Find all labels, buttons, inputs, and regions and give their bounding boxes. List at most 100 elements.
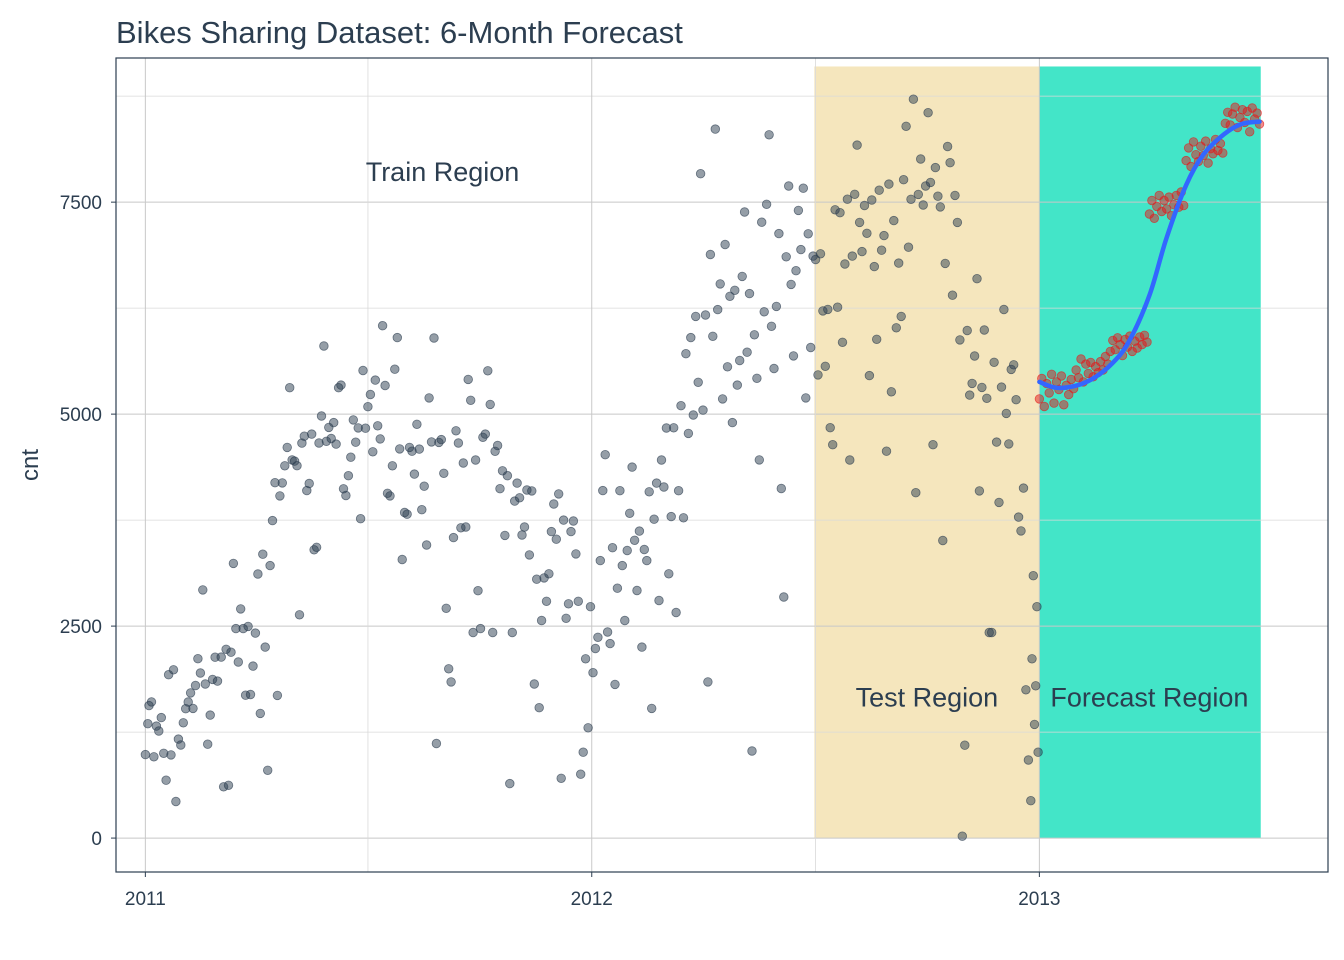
- data-point-actual: [903, 242, 914, 252]
- data-point-forecast: [1142, 337, 1152, 347]
- x-tick-label: 2012: [571, 889, 613, 910]
- data-point-actual: [950, 190, 960, 201]
- data-point-forecast: [1188, 137, 1199, 147]
- data-point-actual: [825, 423, 835, 433]
- data-point-forecast: [1049, 398, 1059, 408]
- data-point-actual: [801, 393, 811, 403]
- data-point-actual: [414, 444, 425, 454]
- data-point-actual: [664, 569, 674, 579]
- data-point-actual: [615, 486, 625, 496]
- grid-layer: [116, 58, 1328, 872]
- data-point-forecast: [1244, 127, 1255, 137]
- data-point-actual: [451, 426, 461, 436]
- data-point-actual: [835, 207, 845, 218]
- data-point-actual: [862, 228, 872, 239]
- data-point-actual: [502, 471, 513, 481]
- data-point-actual: [195, 668, 206, 678]
- region-label-test-region: Test Region: [856, 683, 999, 713]
- data-point-forecast: [1059, 400, 1069, 410]
- data-point-actual: [566, 526, 576, 537]
- data-point-actual: [803, 229, 813, 239]
- data-point-actual: [779, 592, 789, 602]
- data-point-actual: [1016, 526, 1026, 536]
- data-point-actual: [974, 486, 985, 496]
- data-point-actual: [397, 554, 407, 565]
- data-point-actual: [527, 486, 537, 496]
- data-point-actual: [732, 380, 743, 390]
- x-tick-label: 2011: [125, 889, 166, 910]
- data-point-actual: [967, 378, 977, 389]
- data-point-forecast: [1044, 388, 1054, 398]
- data-point-actual: [671, 607, 681, 618]
- data-point-actual: [725, 291, 735, 302]
- data-point-actual: [749, 330, 760, 340]
- data-point-actual: [916, 154, 926, 164]
- data-point-actual: [744, 288, 755, 299]
- data-point-actual: [483, 366, 493, 376]
- data-point-actual: [960, 740, 970, 750]
- data-point-actual: [673, 486, 684, 496]
- data-point-actual: [453, 438, 464, 448]
- data-point-actual: [644, 487, 654, 497]
- data-point-actual: [595, 555, 606, 566]
- data-point-actual: [1018, 483, 1029, 493]
- data-point-actual: [461, 522, 471, 532]
- data-point-actual: [806, 342, 816, 353]
- data-point-actual: [798, 183, 809, 193]
- data-point-actual: [764, 130, 774, 140]
- data-point-actual: [536, 615, 547, 626]
- data-point-actual: [336, 380, 346, 390]
- data-point-actual: [146, 697, 157, 707]
- data-point-actual: [370, 375, 381, 385]
- data-point-actual: [311, 542, 322, 553]
- data-point-actual: [402, 509, 412, 519]
- data-point-actual: [358, 365, 368, 376]
- data-point-actual: [458, 458, 469, 468]
- data-point-forecast: [1039, 401, 1050, 412]
- data-point-actual: [360, 423, 371, 433]
- data-point-actual: [448, 532, 459, 543]
- data-point-actual: [1027, 654, 1037, 664]
- region-label-train-region: Train Region: [366, 157, 520, 187]
- data-point-actual: [304, 478, 314, 489]
- data-point-actual: [977, 382, 987, 393]
- data-point-actual: [363, 402, 373, 412]
- data-point-actual: [979, 325, 990, 335]
- data-point-actual: [852, 140, 862, 150]
- data-point-actual: [659, 482, 669, 492]
- data-point-actual: [492, 440, 503, 451]
- data-point-actual: [781, 252, 791, 262]
- data-point-actual: [421, 540, 432, 550]
- data-point-actual: [945, 157, 955, 168]
- data-point-actual: [534, 703, 544, 713]
- data-point-actual: [717, 394, 728, 404]
- data-point-forecast: [1161, 204, 1172, 214]
- data-point-actual: [845, 455, 855, 465]
- data-point-actual: [788, 351, 799, 361]
- data-point-actual: [551, 534, 562, 544]
- data-point-actual: [185, 688, 196, 698]
- data-point-actual: [947, 290, 958, 300]
- data-point-actual: [1033, 747, 1043, 757]
- data-point-forecast: [1203, 158, 1213, 168]
- data-point-actual: [441, 603, 451, 614]
- data-point-actual: [999, 304, 1009, 315]
- data-point-actual: [475, 623, 486, 634]
- data-point-actual: [446, 677, 456, 687]
- data-point-actual: [730, 285, 740, 296]
- data-point-forecast: [1046, 369, 1057, 380]
- data-point-actual: [419, 481, 429, 491]
- region-band-forecast-region: [1039, 66, 1261, 839]
- data-point-actual: [341, 490, 351, 501]
- y-tick-label: 5000: [60, 405, 102, 426]
- data-point-actual: [647, 703, 657, 714]
- data-point-actual: [176, 740, 186, 750]
- data-point-actual: [280, 461, 290, 471]
- data-point-actual: [864, 370, 875, 381]
- data-point-actual: [676, 401, 686, 411]
- data-point-actual: [1026, 796, 1036, 806]
- data-point-actual: [695, 168, 706, 179]
- y-axis-title: cnt: [17, 449, 44, 481]
- data-point-actual: [517, 530, 527, 540]
- data-point-actual: [544, 569, 554, 579]
